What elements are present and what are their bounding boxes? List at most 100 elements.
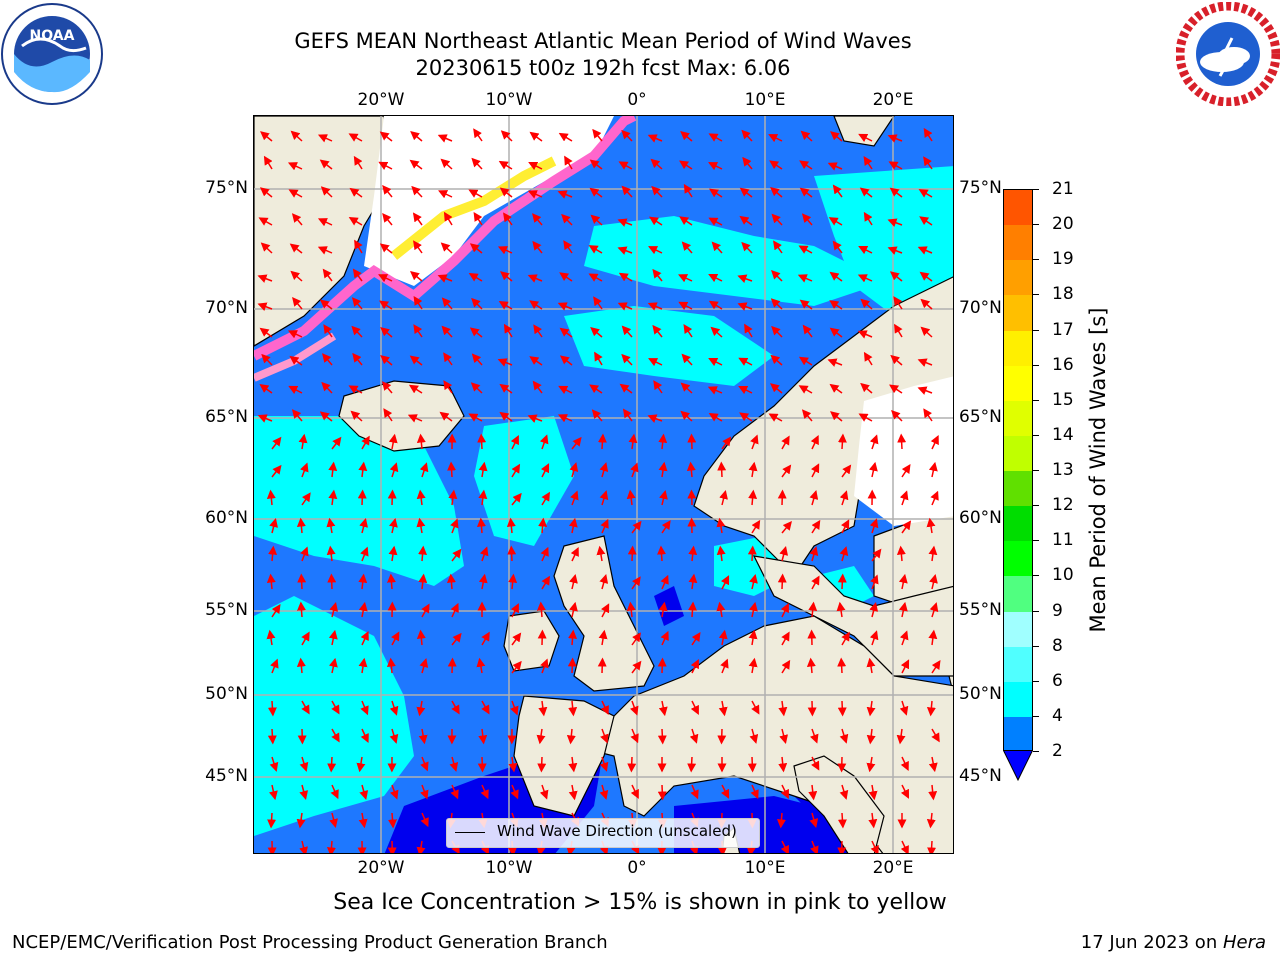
wind-wave-arrow (778, 700, 788, 717)
wind-wave-arrow (887, 218, 903, 227)
lat-label-right: 75°N (959, 178, 1002, 198)
wind-wave-arrow (601, 603, 610, 618)
wind-wave-arrow (287, 330, 303, 339)
wind-wave-arrow (776, 812, 786, 829)
wind-wave-arrow (781, 464, 792, 478)
wind-wave-arrow (481, 631, 490, 646)
wind-wave-arrow (538, 517, 548, 534)
wind-wave-arrow (599, 784, 609, 800)
wind-wave-arrow (269, 756, 279, 772)
wind-wave-arrow (443, 352, 453, 366)
wind-wave-arrow (828, 217, 843, 226)
colorbar-segment (1004, 576, 1032, 612)
wind-wave-arrow (769, 160, 783, 170)
wind-wave-arrow (780, 840, 789, 853)
wind-wave-arrow (619, 383, 633, 394)
wind-wave-arrow (410, 271, 423, 282)
wind-wave-arrow (751, 519, 761, 534)
wind-wave-arrow (832, 240, 843, 254)
wind-wave-arrow (416, 629, 426, 646)
colorbar-tick-mark (1033, 189, 1039, 190)
wind-wave-arrow (420, 812, 429, 828)
wind-wave-arrow (510, 435, 519, 450)
wind-wave-arrow (618, 161, 633, 170)
wind-wave-arrow (407, 414, 423, 423)
colorbar-tick-label: 9 (1052, 600, 1063, 621)
wind-wave-arrow (499, 383, 513, 394)
wind-wave-arrow (527, 190, 543, 199)
lat-label-right: 60°N (959, 508, 1002, 528)
wind-wave-arrow (618, 272, 633, 282)
wind-wave-arrow (652, 268, 663, 282)
wind-wave-arrow (827, 358, 843, 367)
wind-wave-arrow (657, 784, 667, 801)
wind-wave-arrow (382, 213, 393, 226)
wind-wave-arrow (894, 323, 903, 338)
wind-wave-arrow (899, 700, 909, 716)
wind-wave-arrow (317, 246, 333, 255)
wind-wave-arrow (563, 240, 573, 254)
wind-wave-arrow (418, 545, 428, 562)
wind-wave-arrow (749, 573, 758, 590)
wind-wave-arrow (499, 187, 513, 198)
wind-wave-arrow (588, 273, 603, 282)
colorbar-tick-label: 14 (1052, 424, 1074, 445)
wind-wave-arrow (926, 517, 936, 534)
colorbar-segment (1004, 471, 1032, 507)
lon-label-top: 10°E (744, 90, 786, 110)
wind-wave-arrow (600, 518, 609, 534)
wind-wave-arrow (800, 130, 813, 142)
wind-wave-arrow (863, 156, 873, 170)
wind-wave-arrow (719, 489, 728, 506)
wind-wave-arrow (451, 548, 462, 562)
wind-wave-arrow (416, 840, 426, 853)
wind-wave-arrow (781, 659, 791, 674)
wind-wave-arrow (381, 381, 393, 394)
wind-wave-arrow (360, 630, 369, 646)
wind-wave-arrow (352, 268, 363, 282)
wind-wave-arrow (869, 630, 879, 646)
wind-wave-arrow (687, 601, 697, 618)
wind-wave-arrow (592, 128, 603, 142)
wind-wave-arrow (409, 159, 423, 170)
wind-wave-arrow (708, 300, 723, 310)
lat-label-right: 65°N (959, 407, 1002, 427)
wind-wave-arrow (559, 355, 573, 366)
wind-wave-arrow (887, 246, 903, 255)
wind-wave-arrow (450, 784, 459, 800)
colorbar-tick-label: 21 (1052, 179, 1074, 199)
wind-wave-arrow (837, 812, 847, 829)
wind-wave-arrow (300, 462, 309, 478)
wind-wave-arrow (329, 602, 339, 618)
wind-wave-arrow (720, 575, 730, 590)
wind-wave-arrow (349, 187, 363, 198)
wind-wave-arrow (353, 155, 363, 170)
wind-wave-arrow (780, 603, 789, 618)
colorbar-tick-mark (1033, 294, 1039, 296)
wind-wave-arrow (678, 301, 693, 310)
chart-title: GEFS MEAN Northeast Atlantic Mean Period… (294, 29, 912, 53)
wind-wave-arrow (447, 657, 457, 674)
wind-wave-arrow (801, 409, 813, 422)
wind-wave-arrow (806, 657, 816, 674)
wind-wave-arrow (829, 383, 843, 394)
wind-wave-arrow (622, 408, 633, 422)
lat-label-left: 45°N (205, 766, 248, 786)
wind-wave-arrow (837, 657, 847, 674)
wind-wave-arrow (888, 161, 903, 170)
wind-wave-arrow (391, 631, 400, 646)
wind-wave-arrow (570, 546, 579, 562)
wind-wave-arrow (360, 728, 369, 744)
wind-wave-arrow (383, 408, 393, 422)
wind-wave-arrow (837, 700, 847, 717)
wind-wave-arrow (658, 461, 668, 478)
wave-period-4-6-patches (254, 166, 953, 836)
wind-wave-arrow (799, 187, 813, 198)
wind-wave-arrow (296, 517, 306, 534)
wind-wave-arrow (718, 700, 728, 717)
wind-wave-arrow (539, 434, 549, 450)
wind-wave-arrow (919, 216, 933, 226)
wind-wave-arrow (837, 433, 847, 450)
wind-wave-arrow (478, 728, 488, 745)
wind-wave-arrow (738, 357, 753, 366)
